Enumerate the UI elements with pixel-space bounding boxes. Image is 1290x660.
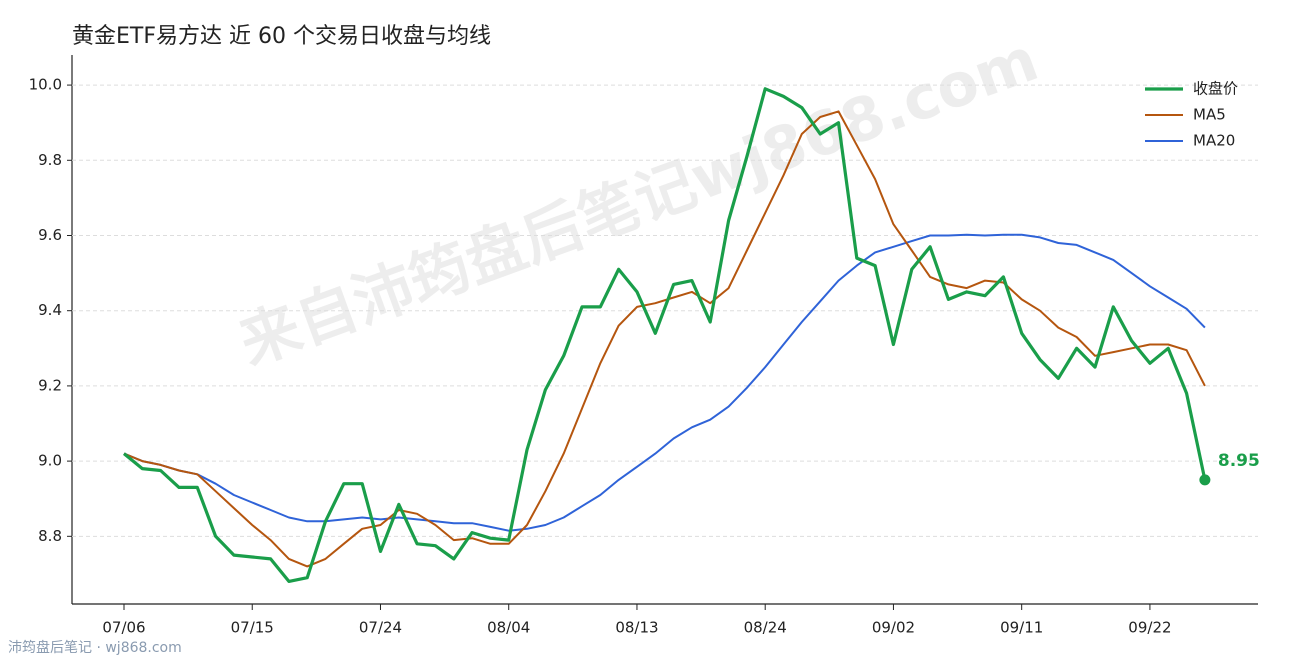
x-tick-label: 08/04 [487,619,530,637]
y-tick-label: 9.4 [38,301,62,319]
series-line [123,110,1206,568]
y-tick-label: 9.2 [38,376,62,394]
legend-label: MA5 [1193,106,1226,124]
x-tick-label: 09/02 [872,619,915,637]
x-tick-label: 08/24 [744,619,787,637]
y-tick-label: 10.0 [29,76,62,94]
y-tick-label: 8.8 [38,527,62,545]
series-line [123,233,1206,532]
y-tick-label: 9.6 [38,226,62,244]
last-value-label: 8.95 [1218,451,1260,471]
x-tick-label: 07/24 [359,619,402,637]
last-point [1199,474,1211,486]
y-tick-label: 9.8 [38,151,62,169]
x-tick-label: 07/15 [231,619,274,637]
x-tick-label: 07/06 [102,619,145,637]
series-line [122,87,1207,583]
legend-label: MA20 [1193,132,1235,150]
x-tick-label: 08/13 [615,619,658,637]
y-tick-label: 9.0 [38,452,62,470]
x-tick-label: 09/11 [1000,619,1043,637]
chart-title: 黄金ETF易方达 近 60 个交易日收盘与均线 [72,24,491,49]
legend-label: 收盘价 [1193,80,1238,98]
footer: 沛筠盘后笔记 · wj868.com [8,639,182,656]
watermark: 来自沛筠盘后笔记wj868.com [231,25,1047,379]
x-tick-label: 09/22 [1128,619,1171,637]
